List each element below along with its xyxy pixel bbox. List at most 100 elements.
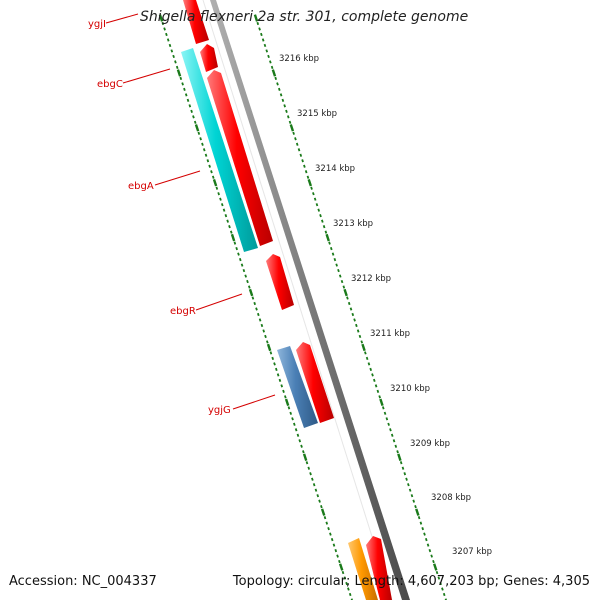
minor-tick bbox=[313, 197, 317, 201]
gene-label-ebgC[interactable]: ebgC bbox=[97, 79, 123, 90]
minor-tick bbox=[161, 21, 165, 26]
gene-ebgR[interactable] bbox=[266, 254, 294, 310]
gene-label-ygjI[interactable]: ygjI bbox=[88, 19, 106, 30]
minor-tick bbox=[166, 38, 170, 42]
minor-tick bbox=[296, 433, 300, 437]
minor-tick bbox=[318, 499, 321, 503]
gene-label-group: ygjI ebgC ebgA ebgR ygjG bbox=[88, 19, 231, 416]
minor-tick bbox=[369, 367, 373, 372]
minor-tick bbox=[320, 505, 323, 509]
minor-tick bbox=[307, 466, 311, 470]
minor-tick bbox=[204, 153, 208, 157]
minor-tick bbox=[265, 49, 269, 53]
minor-tick bbox=[217, 192, 220, 196]
gene-label-ebgA[interactable]: ebgA bbox=[128, 181, 154, 192]
minor-tick bbox=[275, 367, 278, 372]
minor-tick bbox=[348, 592, 352, 597]
gene-ebgA[interactable] bbox=[207, 70, 273, 246]
minor-tick bbox=[356, 329, 360, 333]
minor-tick bbox=[435, 570, 439, 575]
minor-tick bbox=[299, 153, 303, 157]
minor-tick bbox=[442, 592, 446, 597]
minor-tick bbox=[172, 54, 175, 59]
minor-tick bbox=[311, 477, 314, 481]
minor-tick bbox=[360, 340, 364, 344]
minor-tick bbox=[329, 246, 333, 251]
minor-tick bbox=[251, 296, 255, 300]
minor-tick bbox=[365, 356, 369, 361]
minor-tick bbox=[358, 334, 362, 339]
minor-tick bbox=[208, 164, 211, 168]
minor-tick bbox=[423, 532, 426, 536]
minor-tick bbox=[340, 279, 344, 284]
major-tick bbox=[379, 398, 384, 407]
minor-tick bbox=[437, 576, 441, 580]
minor-tick bbox=[414, 505, 417, 509]
minor-tick bbox=[270, 65, 274, 70]
minor-tick bbox=[432, 559, 435, 564]
minor-tick bbox=[401, 466, 405, 470]
minor-tick bbox=[186, 98, 190, 102]
minor-tick bbox=[327, 527, 330, 531]
minor-tick bbox=[345, 581, 348, 586]
minor-tick bbox=[222, 208, 226, 212]
major-tick bbox=[212, 179, 218, 187]
topology-summary: Topology: circular; Length: 4,607,203 bp… bbox=[232, 574, 590, 589]
minor-tick bbox=[387, 422, 390, 426]
major-tick bbox=[307, 179, 313, 187]
gene-forward-ygjG-adjacent[interactable] bbox=[296, 342, 334, 423]
minor-tick bbox=[315, 203, 319, 207]
gene-red-bottom[interactable] bbox=[366, 536, 392, 600]
inner-tick-track bbox=[158, 14, 353, 600]
minor-tick bbox=[430, 554, 433, 558]
minor-tick bbox=[417, 516, 421, 520]
major-tick bbox=[289, 124, 295, 132]
gene-ebgC[interactable] bbox=[181, 48, 258, 252]
gene-orange-bottom[interactable] bbox=[348, 538, 378, 600]
minor-tick bbox=[295, 142, 299, 146]
minor-tick bbox=[276, 82, 279, 86]
minor-tick bbox=[273, 362, 276, 366]
minor-tick bbox=[410, 494, 414, 498]
minor-tick bbox=[349, 307, 353, 311]
minor-tick bbox=[219, 197, 222, 201]
gene-label-ygjG[interactable]: ygjG bbox=[208, 405, 231, 416]
minor-tick bbox=[324, 230, 328, 234]
major-tick bbox=[266, 343, 272, 352]
minor-tick bbox=[224, 214, 228, 218]
gene-label-ebgR[interactable]: ebgR bbox=[170, 306, 196, 317]
accession-text: Accession: NC_004337 bbox=[9, 574, 157, 589]
kbp-label: 3209 kbp bbox=[410, 439, 450, 449]
minor-tick bbox=[266, 340, 269, 344]
gene-ygjG[interactable] bbox=[277, 346, 318, 428]
minor-tick bbox=[229, 230, 233, 234]
minor-tick bbox=[298, 439, 302, 443]
minor-tick bbox=[302, 450, 305, 454]
minor-tick bbox=[274, 76, 278, 81]
minor-tick bbox=[374, 384, 378, 388]
kbp-label: 3210 kbp bbox=[390, 384, 430, 394]
major-tick bbox=[230, 233, 236, 242]
minor-tick bbox=[342, 285, 346, 289]
minor-tick bbox=[408, 488, 412, 492]
gene-label-leaders bbox=[105, 13, 276, 410]
minor-tick bbox=[310, 186, 313, 190]
minor-tick bbox=[319, 214, 322, 218]
minor-tick bbox=[325, 521, 329, 525]
backbone-edge bbox=[202, 0, 393, 600]
minor-tick bbox=[314, 488, 318, 492]
minor-tick bbox=[309, 472, 312, 476]
minor-tick bbox=[179, 76, 183, 81]
gene-small-forward[interactable] bbox=[200, 44, 218, 72]
minor-tick bbox=[271, 356, 275, 361]
minor-tick bbox=[343, 576, 347, 580]
minor-tick bbox=[294, 428, 298, 432]
major-tick bbox=[176, 69, 182, 77]
minor-tick bbox=[255, 307, 258, 311]
major-tick bbox=[271, 69, 277, 77]
minor-tick bbox=[312, 483, 316, 487]
gene-ygjI[interactable] bbox=[183, 0, 209, 44]
minor-tick bbox=[376, 389, 380, 393]
minor-tick bbox=[428, 548, 432, 553]
